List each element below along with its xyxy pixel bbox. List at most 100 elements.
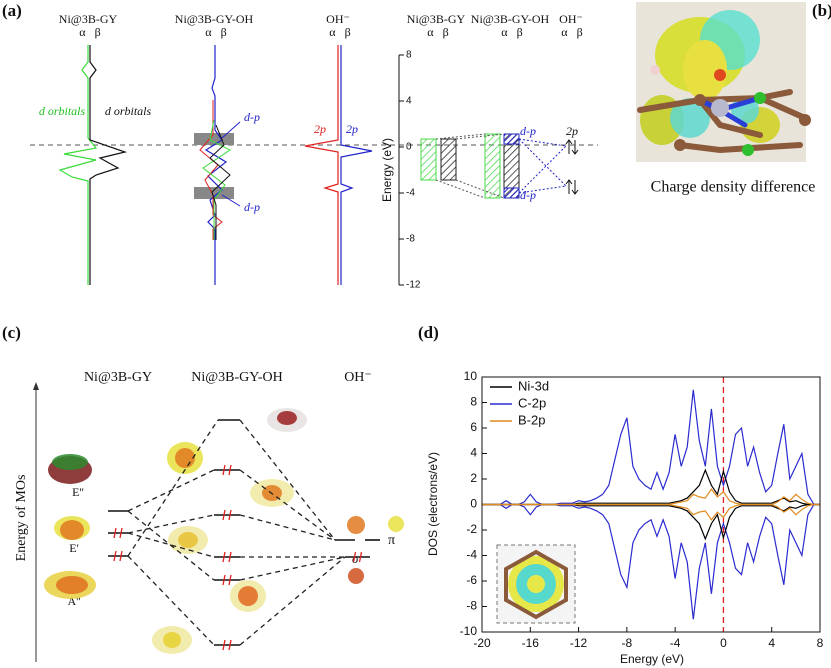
panel-b: (b) Charge density difference [636, 1, 831, 196]
correlation-line [239, 514, 336, 541]
y-axis-label: DOS (electrons/eV) [426, 452, 440, 556]
correlation-line [127, 532, 215, 558]
x-tick-label: 8 [817, 636, 824, 650]
atom [650, 65, 660, 75]
orbital-blob [60, 520, 84, 540]
electron-pair [222, 464, 232, 476]
electron-arrows [565, 179, 579, 195]
dos-curve [58, 45, 98, 285]
caption: Charge density difference [651, 179, 816, 196]
correlation-line [127, 514, 215, 534]
dos-curve [340, 45, 373, 285]
electron-pair [352, 551, 363, 563]
spin-label: α β [501, 25, 522, 39]
tick-label: -12 [406, 280, 421, 291]
column-header: Ni@3B-GY-OH [471, 12, 550, 26]
y-tick-label: 6 [470, 420, 477, 434]
legend-label: B-2p [518, 412, 545, 427]
connector [518, 138, 567, 194]
dos-line [482, 503, 820, 521]
orbital-blob [56, 576, 88, 594]
tick-label: 8 [406, 50, 412, 61]
atom [799, 114, 811, 126]
atom [674, 139, 686, 151]
atom [694, 94, 706, 106]
electron-pair [113, 527, 123, 539]
level-band [484, 133, 501, 199]
tick-label: -4 [406, 188, 415, 199]
y-tick-label: -10 [460, 624, 478, 638]
electron-pair [222, 551, 232, 563]
p-label: 2p [566, 124, 578, 138]
density-blob [683, 40, 727, 100]
level-band [503, 187, 520, 199]
connector [435, 133, 505, 199]
state-label: E' [69, 541, 79, 555]
panel-label: (d) [418, 323, 439, 342]
atom [714, 69, 726, 81]
orbital-blob [348, 568, 364, 584]
inset-density [527, 575, 545, 593]
correlation-line [127, 510, 215, 581]
connector [518, 138, 567, 194]
y-tick-label: 4 [470, 446, 477, 460]
electron-pair [113, 550, 123, 562]
y-tick-label: 2 [470, 471, 477, 485]
dp-label: d-p [244, 110, 260, 124]
correlation-line [239, 469, 336, 541]
legend-label: C-2p [518, 395, 546, 410]
x-tick-label: 4 [768, 636, 775, 650]
orbital-label: d orbitals [39, 104, 86, 118]
y-tick-label: 8 [470, 395, 477, 409]
orbital-label: d orbitals [105, 104, 152, 118]
dp-label: d-p [244, 200, 260, 214]
y-tick-label: 10 [464, 369, 478, 383]
column-header: Ni@3B-GY [59, 12, 118, 26]
tick-label: 0 [406, 142, 412, 153]
electron-pair [222, 509, 232, 521]
level-band [440, 138, 457, 181]
y-tick-label: -4 [466, 548, 477, 562]
spin-label: α β [205, 25, 226, 39]
column-header: OH⁻ [344, 370, 372, 385]
dp-label: d-p [520, 124, 536, 138]
spin-label: α β [329, 25, 350, 39]
panel-label: (b) [812, 1, 831, 20]
axis-label: Energy of MOs [14, 475, 29, 562]
orbital-blob [277, 411, 297, 425]
inset-ring [504, 549, 568, 620]
column-header: Ni@3B-GY [407, 12, 466, 26]
spin-label: α β [427, 25, 448, 39]
orbital-blob [238, 586, 258, 606]
tick-label: -8 [406, 234, 415, 245]
orbital-blob [388, 516, 404, 532]
orbital-label: π [388, 533, 395, 548]
correlation-line [127, 419, 219, 557]
column-header: Ni@3B-GY [84, 370, 152, 385]
connector [435, 133, 505, 199]
y-tick-label: -8 [466, 599, 477, 613]
column-header: Ni@3B-GY-OH [191, 370, 282, 385]
dos-curve [304, 45, 339, 285]
spin-label: α β [561, 25, 582, 39]
column-header: OH⁻ [326, 12, 350, 26]
dos-curve [199, 100, 223, 240]
level-band [503, 133, 520, 145]
column-header: OH⁻ [559, 12, 583, 26]
orbital-label: σ [352, 551, 359, 566]
panel-d: (d) Energy (eV) DOS (electrons/eV) -20 -1… [418, 323, 824, 666]
state-label: E'' [72, 485, 84, 499]
y-tick-label: 0 [470, 497, 477, 511]
bond [637, 89, 808, 154]
plot-frame [481, 376, 821, 633]
orbital-blob [178, 532, 198, 548]
panel-a: (a) Ni@3B-GY α β Ni@3B-GY-OH α β OH⁻ α β… [2, 1, 598, 291]
panel-label: (a) [2, 1, 22, 20]
electron-arrows [565, 139, 579, 155]
panel-label: (c) [2, 323, 21, 342]
overlap-band [194, 133, 234, 145]
p-label: 2p [314, 122, 326, 136]
x-tick-label: -4 [670, 636, 681, 650]
